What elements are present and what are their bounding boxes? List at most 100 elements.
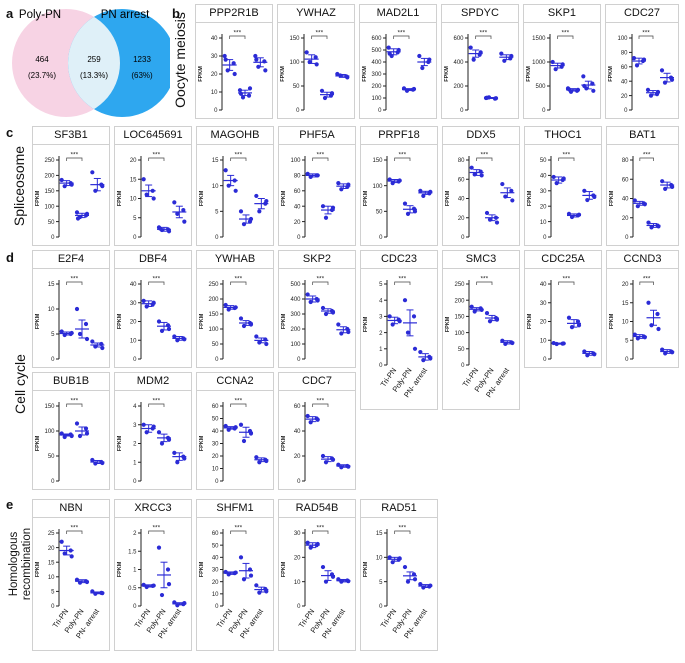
y-tick-label: 0	[625, 235, 629, 241]
significance-bracket	[558, 157, 575, 161]
chart-loc645691: LOC645691 0 5 10 15 20 FPKM ***	[114, 126, 192, 246]
y-tick-label: 20	[458, 216, 465, 222]
chart-title: SPDYC	[442, 5, 518, 23]
data-point	[576, 212, 582, 217]
y-tick-label: 30	[212, 442, 219, 448]
data-point	[68, 548, 73, 553]
chart-title: BAT1	[607, 127, 678, 145]
data-point	[254, 57, 259, 62]
significance-bracket	[476, 281, 493, 285]
data-point	[315, 298, 320, 303]
data-point	[346, 182, 351, 187]
y-tick-label: 5	[379, 282, 383, 288]
y-axis-label: FPKM	[35, 435, 41, 451]
data-point	[156, 430, 162, 435]
significance-label: ***	[317, 398, 325, 405]
significance-label: ***	[643, 276, 651, 283]
data-point	[642, 202, 647, 207]
data-point	[93, 344, 98, 349]
data-point	[669, 77, 675, 82]
y-tick-label: 400	[290, 297, 301, 303]
significance-label: ***	[71, 276, 79, 283]
data-point	[585, 197, 590, 203]
y-tick-label: 40	[294, 204, 301, 210]
y-tick-label: 200	[453, 84, 464, 90]
data-point	[632, 332, 637, 337]
data-point	[233, 305, 238, 310]
y-tick-label: 40	[212, 429, 219, 435]
data-point	[77, 433, 83, 439]
data-point	[330, 205, 336, 210]
chart-title: LOC645691	[115, 127, 191, 145]
significance-bracket	[312, 281, 329, 285]
y-tick-label: 10	[540, 338, 547, 344]
y-tick-label: 2	[133, 531, 137, 537]
data-point	[226, 183, 231, 188]
data-point	[484, 311, 490, 316]
chart-shfm1: SHFM1 0 10 20 30 40 50 60 FPKM *** Tri-PN Poly-PN PN…	[196, 499, 274, 651]
chart-plot: 0 20 40 60 80 100 FPKM ***	[281, 152, 351, 241]
chart-plot: 0 50 100 150 FPKM ***	[280, 30, 350, 114]
data-point	[411, 572, 417, 577]
chart-e2f4: E2F4 0 5 10 15 FPKM ***	[32, 250, 110, 368]
data-point	[254, 193, 259, 199]
data-point	[503, 341, 508, 347]
data-point	[656, 326, 661, 332]
significance-bracket	[66, 530, 83, 534]
significance-bracket	[312, 530, 329, 534]
data-point	[59, 431, 64, 436]
data-point	[172, 600, 177, 605]
data-point	[320, 453, 326, 459]
data-point	[487, 319, 493, 324]
data-point	[390, 181, 395, 186]
y-axis-label: FPKM	[363, 561, 369, 577]
y-tick-label: 40	[621, 79, 628, 85]
data-point	[226, 427, 231, 432]
data-point	[551, 174, 556, 180]
data-point	[182, 219, 187, 224]
y-tick-label: 200	[290, 327, 301, 333]
y-tick-label: 5	[625, 338, 629, 344]
y-tick-label: 500	[535, 84, 546, 90]
chart-title: SF3B1	[33, 127, 109, 145]
data-point	[175, 338, 180, 343]
y-tick-label: 30	[540, 301, 547, 307]
y-tick-label: 0	[133, 604, 137, 610]
y-tick-label: 50	[48, 220, 55, 226]
chart-title: CDC23	[361, 251, 437, 269]
data-point	[100, 591, 105, 596]
chart-plot: 0 50 100 150 FPKM ***	[35, 398, 105, 485]
significance-label: ***	[235, 525, 243, 532]
data-point	[656, 224, 661, 229]
data-point	[151, 424, 156, 429]
significance-label: ***	[399, 525, 407, 532]
data-point	[241, 577, 247, 582]
data-point	[402, 564, 408, 570]
significance-bracket	[475, 35, 492, 39]
data-point	[585, 353, 590, 358]
chart-thoc1: THOC1 0 10 20 30 40 50 FPKM ***	[524, 126, 602, 246]
y-tick-label: 60	[294, 189, 301, 195]
chart-sf3b1: SF3B1 0 50 100 150 200 250 FPKM ***	[32, 126, 110, 246]
data-point	[248, 322, 254, 327]
data-point	[59, 177, 64, 183]
data-point	[339, 331, 344, 336]
y-tick-label: 100	[44, 429, 55, 435]
data-point	[100, 460, 105, 466]
data-point	[592, 194, 597, 200]
data-point	[314, 62, 319, 67]
data-point	[151, 196, 156, 201]
data-point	[387, 177, 392, 182]
y-tick-label: 500	[371, 48, 382, 54]
data-point	[581, 74, 586, 79]
data-point	[248, 573, 254, 578]
significance-bracket	[230, 530, 247, 534]
y-tick-label: 10	[130, 338, 137, 344]
data-point	[77, 580, 83, 585]
y-axis-label: FPKM	[281, 313, 287, 329]
chart-ywhaz: YWHAZ 0 50 100 150 FPKM ***	[277, 4, 355, 119]
data-point	[660, 347, 665, 352]
data-point	[405, 579, 411, 584]
data-point	[84, 211, 90, 216]
